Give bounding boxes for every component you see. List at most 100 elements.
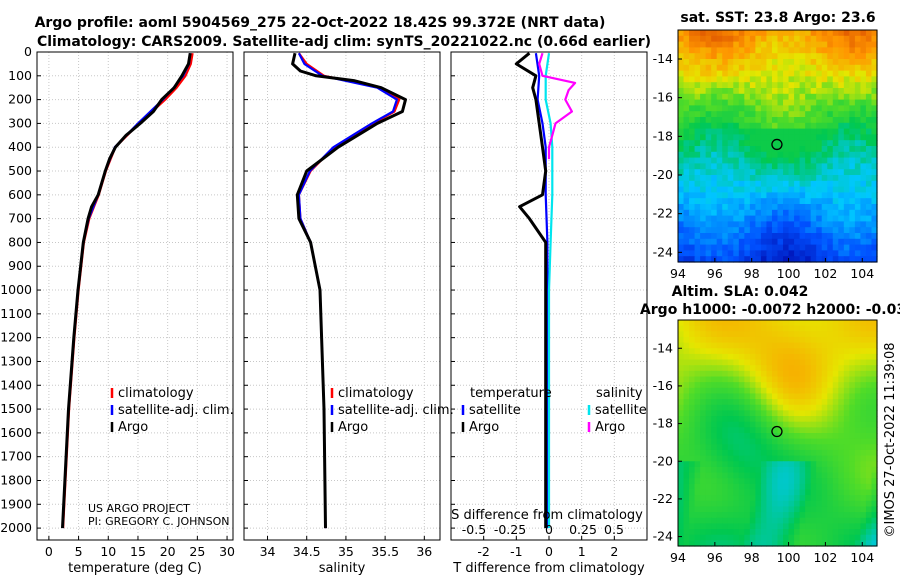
map-cell — [783, 157, 790, 164]
map-cell — [827, 410, 834, 417]
map-cell — [727, 151, 734, 159]
map-cell — [744, 416, 751, 423]
map-cell — [849, 342, 856, 349]
map-cell — [827, 215, 834, 222]
map-cell — [766, 209, 773, 217]
map-cell — [727, 387, 734, 395]
map-cell — [689, 256, 696, 263]
map-cell — [716, 478, 723, 485]
map-cell — [694, 500, 701, 508]
map-cell — [738, 117, 745, 124]
map-cell — [871, 169, 878, 176]
map-cell — [683, 393, 690, 400]
map-cell — [744, 540, 751, 547]
map-cell — [854, 376, 862, 383]
map-cell — [733, 59, 740, 66]
map-cell — [727, 198, 734, 205]
map-cell — [733, 215, 740, 222]
map-cell — [755, 353, 762, 361]
map-cell — [683, 88, 690, 95]
map-cell — [860, 233, 867, 240]
map-cell — [783, 88, 790, 95]
map-cell — [738, 111, 745, 118]
map-cell — [788, 438, 795, 445]
y-tick-label: 900 — [8, 258, 32, 273]
map-cell — [827, 382, 834, 389]
map-cell — [827, 227, 834, 234]
map-cell — [722, 506, 729, 513]
map-cell — [843, 438, 850, 445]
map-cell — [805, 30, 812, 37]
map-cell — [771, 427, 779, 434]
map-cell — [683, 336, 690, 344]
map-cell — [700, 444, 707, 451]
map-cell — [854, 421, 862, 428]
map-cell — [678, 250, 685, 257]
map-cell — [722, 387, 729, 395]
map-cell — [799, 421, 806, 428]
map-cell — [843, 410, 850, 417]
map-cell — [694, 30, 701, 37]
map-cell — [799, 105, 806, 112]
map-cell — [716, 70, 723, 77]
map-cell — [794, 122, 801, 130]
map-cell — [766, 517, 773, 524]
map-cell — [738, 370, 745, 378]
map-cell — [711, 506, 718, 513]
map-cell — [794, 444, 801, 451]
map-cell — [860, 416, 867, 423]
map-cell — [738, 169, 745, 176]
map-cell — [832, 35, 839, 43]
map-cell — [871, 489, 878, 496]
map-cell — [689, 151, 696, 159]
map-cell — [700, 376, 707, 383]
map-cell — [805, 500, 812, 508]
map-cell — [766, 421, 773, 428]
map-cell — [805, 506, 812, 513]
map-cell — [694, 427, 701, 434]
map-cell — [810, 461, 817, 468]
map-cell — [849, 64, 856, 72]
map-cell — [832, 151, 839, 159]
map-cell — [683, 128, 690, 135]
map-cell — [689, 134, 696, 141]
map-cell — [711, 512, 718, 519]
map-cell — [749, 399, 756, 406]
map-cell — [832, 238, 839, 246]
map-cell — [705, 111, 712, 118]
map-cell — [755, 320, 762, 327]
map-cell — [788, 30, 795, 37]
map-cell — [705, 140, 712, 147]
map-cell — [805, 540, 812, 547]
map-cell — [766, 393, 773, 400]
map-cell — [705, 512, 712, 519]
map-cell — [744, 163, 751, 170]
map-cell — [749, 111, 756, 118]
map-cell — [694, 472, 701, 479]
map-cell — [794, 128, 801, 135]
map-cell — [838, 99, 845, 106]
map-cell — [711, 540, 718, 547]
map-cell — [777, 433, 784, 440]
map-cell — [794, 238, 801, 246]
map-cell — [777, 128, 784, 135]
map-cell — [716, 76, 723, 83]
map-y-tick-label: -24 — [653, 244, 673, 259]
map-cell — [860, 111, 867, 118]
map-cell — [871, 320, 878, 327]
map-cell — [810, 404, 817, 411]
map-cell — [683, 376, 690, 383]
map-cell — [744, 325, 751, 332]
map-cell — [843, 250, 850, 257]
map-cell — [849, 122, 856, 130]
map-cell — [733, 342, 740, 349]
map-cell — [760, 233, 768, 240]
map-cell — [694, 105, 701, 112]
map-cell — [816, 529, 823, 536]
map-cell — [821, 221, 828, 228]
x-tick-label: -1 — [510, 544, 522, 559]
map-cell — [744, 387, 751, 395]
map-cell — [678, 382, 685, 389]
map-cell — [733, 134, 740, 141]
map-cell — [816, 82, 823, 89]
